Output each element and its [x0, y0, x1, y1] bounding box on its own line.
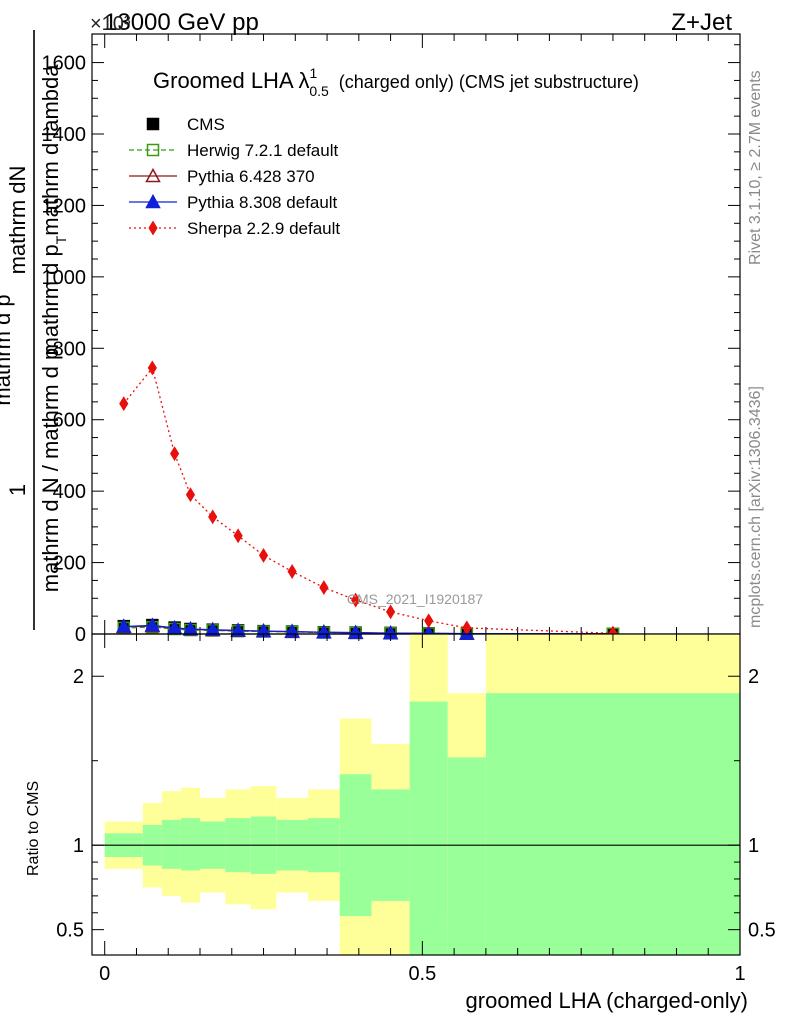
data-point-4-11	[424, 613, 434, 629]
title-suffix: (charged only) (CMS jet substructure)	[339, 72, 639, 92]
legend-label-4: Sherpa 2.2.9 default	[187, 219, 340, 238]
svg-text:Groomed LHA λ10.5(charged only: Groomed LHA λ1 0.5 (charged only) (CMS jet…	[153, 65, 639, 99]
mcplots-label: mcplots.cern.ch [arXiv:1306.3436]	[747, 386, 764, 628]
data-point-4-6	[258, 547, 269, 563]
data-point-3-4	[204, 621, 221, 636]
legend-marker-1	[146, 143, 160, 157]
data-point-4-2	[170, 446, 180, 462]
ratio-ytick-label-right-2: 2	[748, 666, 759, 688]
legend-label-3: Pythia 8.308 default	[187, 193, 338, 212]
ratio-band-green-3	[180, 818, 200, 871]
data-point-4-9	[351, 592, 361, 608]
title-superscript: 1	[310, 65, 318, 81]
y-label-den2: mathrm d lambda	[38, 64, 63, 236]
ratio-ytick-label-right-1: 1	[748, 835, 759, 857]
title-subscript: 0.5	[309, 83, 329, 99]
main-plot: 0 200 400 600 800 1000 1200 1400 1600	[42, 33, 741, 646]
data-point-4-10	[386, 604, 396, 620]
legend: CMS Herwig 7.2.1 default Pythia 6.428 370 P…	[129, 115, 340, 238]
ratio-ytick-label-2: 2	[73, 666, 84, 688]
legend-marker-3	[145, 193, 161, 209]
ratio-band-green-11	[409, 701, 448, 955]
ratio-ytick-label-right-0: 0.5	[748, 920, 776, 942]
y-label-numerator: mathrm dN	[5, 166, 30, 275]
data-point-4-0	[119, 396, 129, 412]
main-ytick-label-6: 1200	[42, 195, 87, 217]
ratio-ytick-label-0: 0.5	[56, 920, 84, 942]
ratio-frame	[91, 633, 741, 956]
ratio-ytick-label-1: 1	[73, 835, 84, 857]
svg-text:mathrm d N / mathrm d p: mathrm d N / mathrm d p	[38, 348, 63, 593]
y-label-bottom-2: mathrm d p	[0, 294, 15, 405]
main-ytick-label-8: 1600	[42, 53, 87, 75]
data-point-3-1	[144, 617, 161, 632]
ratio-xtick-label-2: 1	[734, 963, 745, 985]
legend-marker-0	[146, 117, 160, 131]
plot-title: Groomed LHA λ1 0.5 (charged only) (CMS jet…	[153, 65, 639, 99]
series-line-4	[123, 366, 613, 634]
main-ytick-label-0: 0	[75, 624, 86, 646]
data-point-4-3	[185, 487, 196, 503]
main-ytick-label-4: 800	[53, 338, 86, 360]
ratio-band-green-13	[485, 693, 740, 955]
ratio-xtick-label-0: 0	[99, 963, 110, 985]
legend-label-2: Pythia 6.428 370	[187, 167, 315, 186]
main-ytick-label-7: 1400	[42, 124, 87, 146]
data-point-4-7	[287, 564, 297, 579]
data-point-4-1	[147, 360, 157, 376]
legend-marker-4	[148, 220, 158, 236]
y-exponent-label: ×10³	[90, 13, 131, 35]
data-point-4-8	[319, 580, 329, 596]
main-ytick-label-2: 400	[53, 481, 86, 503]
ratio-band-green-12	[447, 757, 486, 955]
header-energy-label: 13000 GeV pp	[104, 9, 259, 36]
series-line-3	[123, 624, 613, 635]
y-label-prefix: 1	[5, 484, 30, 496]
y-label-den-sub: T	[53, 235, 69, 244]
y-label-bottom: mathrm d N / mathrm d p	[38, 348, 63, 593]
data-point-4-4	[208, 509, 218, 525]
ratio-plot: 0 0.5 10.5 0.51 12 2	[56, 633, 776, 985]
legend-label-1: Herwig 7.2.1 default	[187, 141, 338, 160]
svg-text:mathrm d pTmathrm d lambda: mathrm d pTmathrm d lambda	[38, 64, 69, 356]
y-label-den1: mathrm d p	[38, 244, 63, 355]
analysis-watermark: CMS_2021_I1920187	[347, 591, 483, 607]
main-ytick-label-3: 600	[53, 410, 86, 432]
main-y-label: 1 mathrm dN mathrm d N / mathrm d p math…	[0, 30, 69, 630]
main-ytick-label-1: 200	[53, 553, 86, 575]
ratio-y-label: Ratio to CMS	[25, 781, 42, 876]
legend-label-0: CMS	[187, 115, 225, 134]
data-point-3-5	[230, 622, 246, 637]
header-process-label: Z+Jet	[671, 9, 732, 36]
ratio-band-green-2	[161, 819, 181, 869]
rivet-version-label: Rivet 3.1.10, ≥ 2.7M events	[747, 70, 764, 265]
ratio-xtick-label-1: 0.5	[408, 963, 436, 985]
title-main: Groomed LHA λ	[153, 68, 310, 93]
x-axis-label: groomed LHA (charged-only)	[466, 988, 748, 1013]
main-ytick-label-5: 1000	[42, 267, 87, 289]
data-point-4-5	[233, 528, 243, 544]
legend-marker-2	[145, 167, 161, 183]
data-point-3-0	[116, 618, 132, 633]
